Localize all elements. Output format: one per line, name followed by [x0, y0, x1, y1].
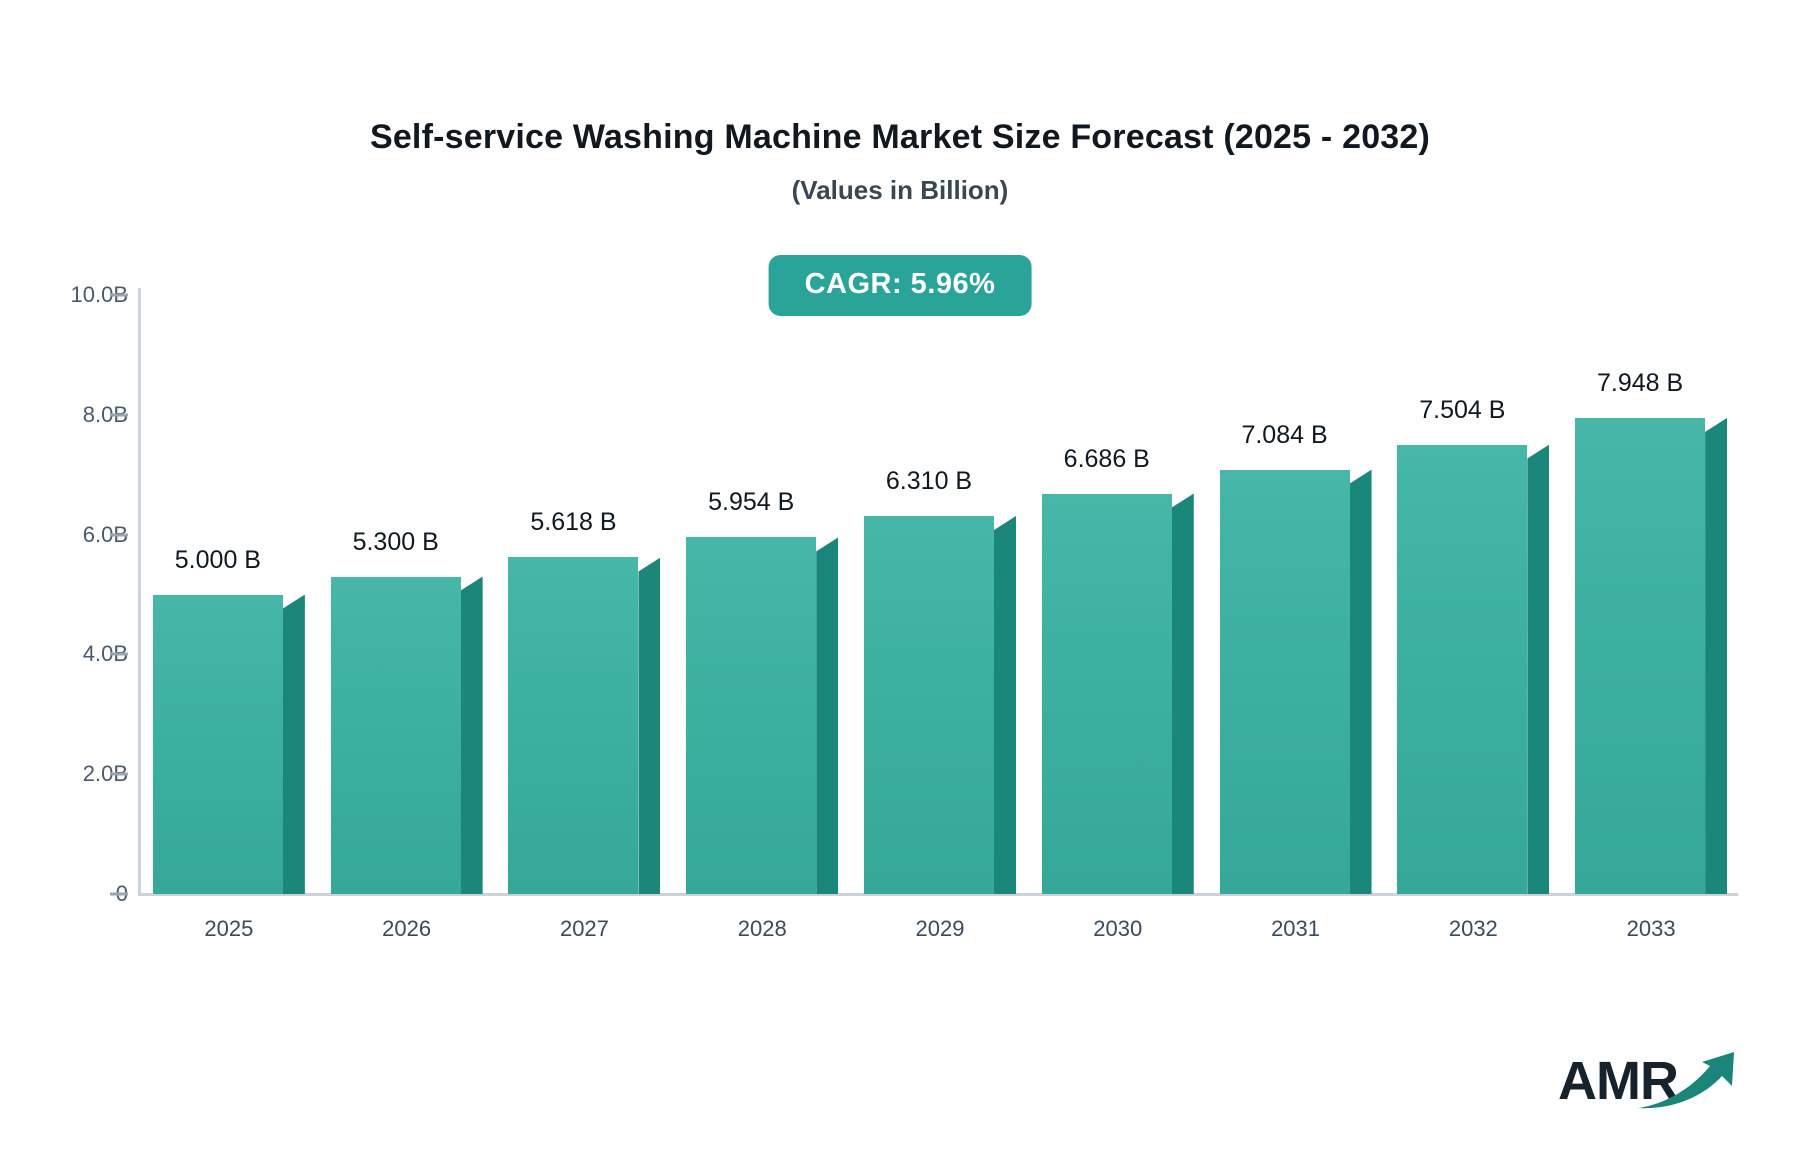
y-axis-tick-mark: [110, 533, 128, 537]
bar[interactable]: [330, 576, 483, 894]
bar-front-face: [1041, 493, 1172, 894]
bar-front-face: [508, 557, 639, 894]
x-axis-tick-label: 2032: [1448, 916, 1498, 941]
bar-value-label: 7.084 B: [1241, 420, 1328, 449]
amr-logo: AMR: [1558, 1040, 1748, 1126]
bar-value-label: 7.948 B: [1597, 368, 1684, 397]
y-axis-tick-label: 0: [0, 881, 128, 907]
bar-side-face: [994, 516, 1016, 894]
bar-side-face: [460, 576, 483, 894]
growth-arrow-icon: [1638, 1052, 1734, 1109]
bar-column[interactable]: 6.686 B: [1041, 288, 1194, 894]
bar[interactable]: [686, 537, 839, 894]
bar-column[interactable]: 7.084 B: [1219, 288, 1372, 894]
y-axis-tick-label: 6.0B: [82, 521, 128, 547]
bar[interactable]: [1575, 417, 1728, 894]
y-axis-tick-mark: [110, 652, 128, 656]
bar-value-label: 5.618 B: [530, 508, 617, 537]
bar[interactable]: [1041, 493, 1194, 894]
bar-value-label: 7.504 B: [1419, 395, 1506, 424]
bar-side-face: [1705, 417, 1728, 894]
y-axis-tick-mark: [110, 413, 128, 417]
bar-value-label: 5.300 B: [352, 527, 439, 556]
bar-value-label: 6.310 B: [885, 467, 973, 496]
bar-column[interactable]: 7.948 B: [1575, 288, 1728, 894]
y-axis-tick-mark: [110, 772, 128, 776]
bar[interactable]: [864, 516, 1016, 894]
bar-front-face: [864, 516, 994, 894]
bar-column[interactable]: 5.618 B: [508, 288, 661, 894]
bar-side-face: [1171, 493, 1194, 894]
bar-column[interactable]: 5.300 B: [330, 288, 483, 894]
bar-column[interactable]: 5.000 B: [152, 288, 305, 894]
y-axis-tick-label: 2.0B: [82, 761, 128, 787]
cagr-badge: CAGR: 5.96%: [768, 255, 1032, 316]
logo-text: AMR: [1558, 1051, 1679, 1111]
x-axis-tick-label: 2031: [1271, 916, 1321, 941]
bar-front-face: [686, 537, 817, 894]
bar-front-face: [1575, 417, 1706, 894]
y-axis-tick-mark: [110, 293, 128, 297]
bar-value-label: 6.686 B: [1063, 444, 1150, 473]
bar-side-face: [638, 557, 661, 894]
x-axis-tick-label: 2030: [1093, 916, 1143, 941]
x-axis-tick-label: 2025: [204, 916, 254, 941]
y-axis-tick-label: 10.0B: [70, 282, 129, 307]
bar[interactable]: [508, 557, 661, 894]
y-axis-tick-label: 4.0B: [82, 641, 128, 667]
bar-series: 5.000 B 5.300 B 5.618 B 5.954 B 6.310 B 6.686…: [140, 288, 1740, 894]
bar-column[interactable]: 7.504 B: [1397, 288, 1550, 894]
x-axis-tick-label: 2027: [559, 916, 609, 941]
bar-front-face: [1397, 444, 1528, 894]
bar-front-face: [330, 576, 461, 894]
bar-side-face: [1527, 444, 1550, 894]
y-axis-tick-mark: [110, 892, 128, 896]
x-axis-tick-label: 2028: [737, 916, 787, 941]
bar-side-face: [816, 537, 839, 894]
page-title: Self-service Washing Machine Market Size…: [369, 118, 1431, 156]
bar-column[interactable]: 6.310 B: [864, 288, 1016, 894]
x-axis-tick-label: 2026: [382, 916, 432, 941]
bar-value-label: 5.000 B: [174, 545, 261, 574]
bar[interactable]: [1219, 469, 1372, 894]
bar[interactable]: [152, 594, 305, 894]
bar[interactable]: [1397, 444, 1550, 894]
bar-value-label: 5.954 B: [708, 488, 795, 517]
y-axis-line: [138, 288, 141, 896]
bar-side-face: [1349, 469, 1372, 894]
x-axis-tick-label: 2029: [915, 916, 965, 941]
bar-side-face: [282, 594, 305, 894]
bar-front-face: [152, 594, 283, 894]
x-axis-tick-label: 2033: [1626, 916, 1676, 941]
y-axis-tick-label: 8.0B: [82, 401, 128, 427]
bar-front-face: [1219, 469, 1350, 894]
bar-column[interactable]: 5.954 B: [686, 288, 839, 894]
page-subtitle: (Values in Billion): [791, 175, 1009, 205]
x-axis-line: [138, 893, 1738, 896]
